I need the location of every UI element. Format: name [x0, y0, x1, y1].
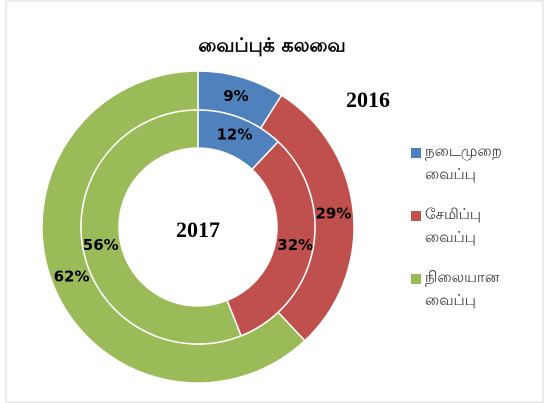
data-label: 29%: [315, 205, 351, 223]
data-label: 9%: [223, 87, 248, 105]
data-label: 12%: [216, 125, 252, 143]
legend-label: நடைமுறை வைப்பு: [425, 142, 502, 183]
legend-swatch: [411, 148, 421, 158]
chart-border: [5, 0, 544, 403]
legend-swatch: [411, 211, 421, 221]
chart-title: வைப்புக் கலவை: [198, 35, 345, 57]
donut-segment: [80, 109, 243, 345]
legend-label: நிலையான வைப்பு: [425, 268, 500, 309]
data-label: 32%: [277, 236, 313, 254]
data-label: 62%: [54, 268, 90, 286]
data-label: 56%: [83, 236, 119, 254]
legend-swatch: [411, 274, 421, 284]
series-label: 2016: [346, 87, 390, 112]
legend-label: சேமிப்பு வைப்பு: [425, 205, 482, 246]
series-label: 2017: [176, 217, 220, 242]
donut-segment: [226, 140, 316, 337]
